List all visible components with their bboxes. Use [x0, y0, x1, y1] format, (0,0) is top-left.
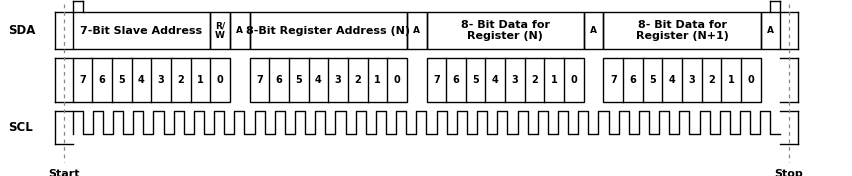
Bar — [426, 58, 583, 102]
Text: 5: 5 — [295, 75, 302, 85]
Text: 3: 3 — [334, 75, 341, 85]
Text: 3: 3 — [511, 75, 518, 85]
Text: 6: 6 — [275, 75, 282, 85]
Text: 3: 3 — [158, 75, 164, 85]
Text: 7: 7 — [79, 75, 85, 85]
Bar — [583, 12, 603, 49]
Text: A: A — [236, 26, 243, 35]
Bar — [210, 12, 229, 49]
Text: 5: 5 — [118, 75, 125, 85]
Bar — [72, 12, 210, 49]
Text: 6: 6 — [452, 75, 459, 85]
Text: 4: 4 — [492, 75, 498, 85]
Text: 0: 0 — [746, 75, 753, 85]
Text: 6: 6 — [99, 75, 106, 85]
Text: 7: 7 — [433, 75, 439, 85]
Text: 7: 7 — [609, 75, 616, 85]
Text: 2: 2 — [354, 75, 360, 85]
Text: 4: 4 — [314, 75, 321, 85]
Text: 1: 1 — [197, 75, 204, 85]
Text: 4: 4 — [138, 75, 145, 85]
Text: 2: 2 — [177, 75, 184, 85]
Text: Start: Start — [49, 169, 79, 176]
Bar — [603, 58, 760, 102]
Bar — [406, 12, 426, 49]
Text: 0: 0 — [216, 75, 223, 85]
Bar — [250, 12, 406, 49]
Text: A: A — [590, 26, 596, 35]
Bar — [250, 58, 406, 102]
Text: 2: 2 — [707, 75, 714, 85]
Text: 2: 2 — [531, 75, 538, 85]
Text: SCL: SCL — [9, 121, 33, 134]
Text: Stop: Stop — [774, 169, 803, 176]
Text: 8- Bit Data for
Register (N+1): 8- Bit Data for Register (N+1) — [635, 20, 728, 41]
Bar — [603, 12, 760, 49]
Bar — [760, 12, 780, 49]
Text: 7: 7 — [256, 75, 262, 85]
Text: 1: 1 — [550, 75, 557, 85]
Text: 1: 1 — [373, 75, 380, 85]
Text: 0: 0 — [393, 75, 400, 85]
Text: SDA: SDA — [9, 24, 36, 37]
Text: 8-Bit Register Address (N): 8-Bit Register Address (N) — [246, 26, 410, 36]
Text: 3: 3 — [688, 75, 694, 85]
Text: 6: 6 — [629, 75, 636, 85]
Bar — [72, 58, 229, 102]
Text: 7-Bit Slave Address: 7-Bit Slave Address — [80, 26, 202, 36]
Text: 0: 0 — [570, 75, 577, 85]
Text: 4: 4 — [668, 75, 675, 85]
Bar — [426, 12, 583, 49]
Text: 1: 1 — [727, 75, 734, 85]
Text: A: A — [766, 26, 774, 35]
Text: 5: 5 — [472, 75, 479, 85]
Text: 5: 5 — [648, 75, 655, 85]
Text: R/
W: R/ W — [215, 21, 225, 40]
Text: A: A — [412, 26, 420, 35]
Bar — [229, 12, 250, 49]
Text: 8- Bit Data for
Register (N): 8- Bit Data for Register (N) — [460, 20, 549, 41]
